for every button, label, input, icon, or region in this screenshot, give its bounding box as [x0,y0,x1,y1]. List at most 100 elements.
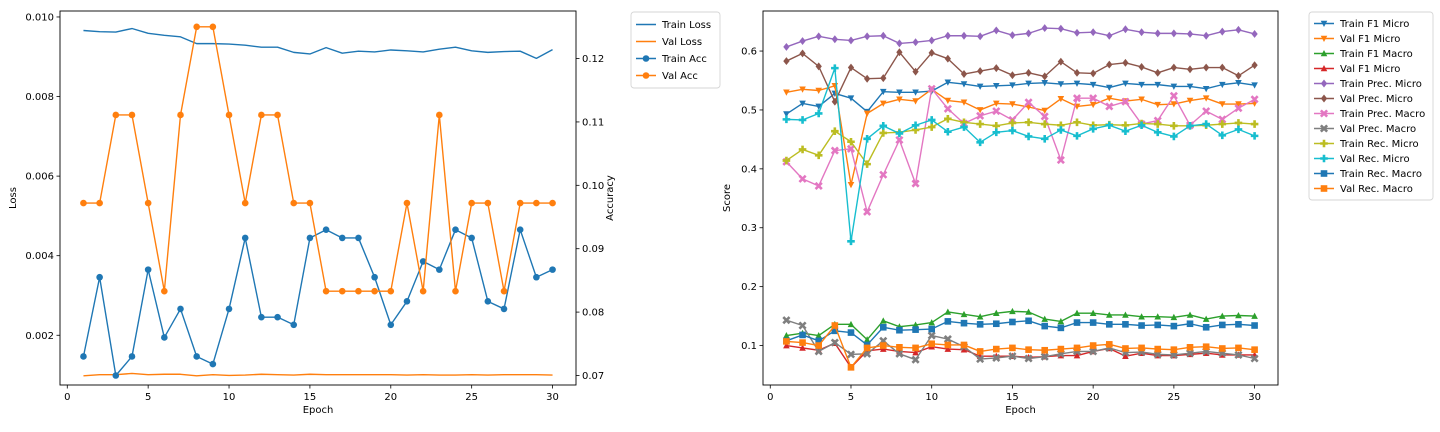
data-point [863,344,871,352]
legend-item: Train Prec. Micro [1314,79,1422,90]
y2-tick-label: 0.07 [582,371,604,382]
legend-label: Train Loss [661,20,711,31]
data-point [1154,101,1162,109]
data-point [928,325,936,333]
data-point [799,100,806,107]
legend-marker [642,72,650,79]
data-point [225,111,233,119]
data-point [1089,309,1097,316]
y2-tick-label: 0.08 [582,308,604,319]
data-point [1008,126,1017,135]
data-point [1250,120,1259,128]
legend-marker [1320,79,1328,88]
legend-item: Train F1 Macro [1314,49,1413,60]
data-point [1090,69,1097,78]
data-point [863,32,871,41]
legend-item: Val Rec. Micro [1314,154,1410,165]
data-point [976,321,984,328]
data-point [799,37,806,45]
data-point [1203,31,1210,40]
data-point [1009,82,1016,89]
series-line [786,342,1255,369]
data-point [1009,101,1016,108]
y-tick-label: 0.5 [741,105,757,116]
data-point [977,32,984,41]
data-point [944,114,952,123]
data-point [1235,101,1242,108]
data-point [1202,315,1210,322]
data-point [387,321,395,329]
data-point [1203,63,1210,72]
data-point [1138,322,1145,329]
legend-item: Train Prec. Macro [1314,109,1425,120]
data-point [992,345,1000,353]
data-point [846,350,856,359]
data-point [1219,345,1226,352]
data-point [943,335,952,344]
legend-item: Val F1 Micro [1314,64,1400,75]
data-point [1234,104,1243,113]
data-point [1122,80,1129,87]
data-point [1073,319,1081,326]
data-point [1105,121,1114,130]
data-point [782,316,791,325]
series-line [83,26,553,292]
data-point [960,346,968,353]
data-point [976,83,984,90]
chart-scores: 0 5 10 15 20 25 30 Epoch 0.1 0.2 0.3 0.4 0.5 0.6 Score… [722,10,1434,416]
data-point [274,111,281,119]
data-point [847,95,855,102]
data-point [209,23,217,31]
data-point [912,98,919,105]
data-point [1185,349,1195,358]
legend-label: Train F1 Macro [1339,49,1413,60]
data-point [879,323,887,331]
series-0 [83,27,553,60]
data-point [879,100,887,107]
data-point [928,36,935,45]
data-point [863,74,871,83]
data-point [896,39,903,48]
data-point [944,97,952,104]
data-point [944,318,952,325]
data-point [798,321,807,330]
data-point [799,86,806,93]
legend-label: Val Rec. Micro [1340,154,1410,165]
data-point [895,135,904,145]
data-point [1219,27,1226,36]
data-point [896,89,903,96]
data-point [815,87,822,94]
series-line [786,51,1255,103]
data-point [912,67,919,76]
data-point [944,127,952,136]
data-point [1105,311,1113,318]
data-point [1186,122,1194,130]
data-point [944,31,951,40]
data-point [1073,309,1081,316]
data-point [960,319,968,327]
data-point [1202,323,1210,331]
data-point [468,234,475,242]
data-point [895,129,904,138]
data-point [896,96,903,103]
y-axis-label: Score [722,184,733,212]
data-point [814,151,823,160]
data-point [258,111,265,119]
data-point [1089,125,1097,133]
data-point [815,103,822,110]
data-point [1169,91,1178,100]
data-point [879,342,887,349]
data-point [1121,97,1130,106]
data-point [798,174,807,183]
data-point [1073,28,1081,37]
data-point [1105,84,1113,92]
data-point [1072,94,1082,103]
data-point [846,144,856,153]
data-point [928,319,936,326]
data-point [1154,68,1161,77]
data-point [977,67,984,76]
data-point [1219,321,1226,329]
data-point [879,129,888,137]
data-point [992,309,1000,316]
